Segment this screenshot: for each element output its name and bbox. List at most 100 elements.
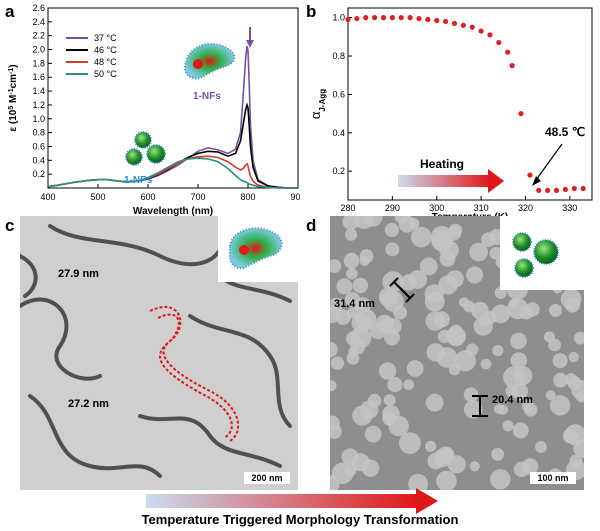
chart-b-xtick-label: 310 bbox=[474, 203, 489, 213]
measure-label-c2: 27.2 nm bbox=[68, 398, 109, 410]
nanoparticle bbox=[552, 353, 568, 369]
nanoparticle bbox=[400, 274, 417, 291]
nanoparticle bbox=[419, 257, 438, 276]
chart-b-point bbox=[451, 20, 458, 26]
chart-b-point bbox=[425, 16, 431, 23]
chart-b-point bbox=[416, 15, 422, 22]
chart-b-point bbox=[553, 187, 560, 193]
nanoparticle bbox=[330, 380, 337, 392]
nanoparticle bbox=[343, 252, 360, 269]
nanoparticle bbox=[439, 251, 456, 267]
nanoparticle bbox=[431, 225, 453, 248]
chart-a-ylabel-part: ) bbox=[8, 64, 19, 67]
nanoparticle bbox=[352, 405, 373, 426]
nanoparticle bbox=[569, 454, 583, 468]
nanoparticle bbox=[491, 304, 511, 324]
chart-b-point bbox=[562, 186, 568, 193]
nanoparticle bbox=[494, 403, 505, 415]
chart-a-ytick-label: 2.6 bbox=[32, 3, 45, 13]
nanoparticle bbox=[549, 395, 571, 416]
chart-b-point bbox=[505, 49, 511, 55]
chart-a-ylabel-part: M bbox=[8, 95, 19, 106]
nanoparticle bbox=[355, 297, 371, 314]
chart-a-ytick-label: 2.0 bbox=[32, 45, 45, 55]
nanoparticle bbox=[447, 329, 465, 346]
scale-bar-d: 100 nm bbox=[530, 472, 576, 484]
nanoparticle bbox=[564, 424, 584, 446]
nanoparticle bbox=[575, 390, 584, 403]
nanoparticle bbox=[489, 247, 503, 260]
chart-b-xtick-label: 320 bbox=[518, 203, 533, 213]
nanoparticle bbox=[384, 222, 399, 238]
nanoparticle bbox=[471, 301, 489, 320]
measure-label-c1: 27.9 nm bbox=[58, 268, 99, 280]
chart-b-point bbox=[363, 15, 369, 21]
nanoparticle bbox=[535, 441, 547, 453]
chart-a-ylabel-part: -1 bbox=[8, 88, 15, 94]
nanoparticle bbox=[345, 228, 358, 241]
chart-b-point bbox=[443, 18, 449, 25]
chart-a-axes: 400 500 600 700 800 900 0.2 0.4 0.6 0.8 1.0 1.2 1.4 1… bbox=[8, 3, 301, 217]
nanoparticle bbox=[352, 277, 369, 294]
transition-arrow-icon bbox=[532, 143, 563, 186]
chart-a-ylabel-part: cm bbox=[8, 74, 19, 89]
nanoparticle bbox=[424, 291, 445, 312]
chart-a-xtick-label: 800 bbox=[240, 192, 255, 202]
chart-b-point bbox=[407, 15, 413, 21]
chart-b-point bbox=[536, 187, 542, 193]
nanoparticle bbox=[454, 350, 476, 372]
chart-b-point bbox=[460, 22, 466, 28]
nanoparticle bbox=[394, 216, 410, 224]
nanoparticle bbox=[490, 469, 511, 490]
nanoparticle bbox=[361, 459, 380, 477]
panel-letter-a: a bbox=[5, 2, 15, 21]
nanoparticle bbox=[330, 356, 345, 370]
nanoparticle bbox=[408, 218, 420, 229]
chart-b-point bbox=[509, 63, 515, 69]
measure-bar bbox=[405, 293, 415, 303]
chart-a-xlabel: Wavelength (nm) bbox=[133, 206, 213, 217]
nanoparticle bbox=[466, 266, 484, 284]
nanoparticle bbox=[568, 351, 579, 363]
nanoparticle bbox=[480, 358, 492, 370]
chart-a-ytick-label: 2.4 bbox=[32, 17, 45, 27]
nanoparticle-illustration bbox=[125, 131, 166, 166]
nanoparticle bbox=[458, 297, 470, 308]
nanoparticle bbox=[491, 447, 505, 461]
nanoparticle bbox=[463, 387, 479, 402]
label-1-nfs: 1-NFs bbox=[193, 91, 221, 102]
nanoparticle bbox=[525, 302, 540, 317]
chart-a-ytick-label: 0.2 bbox=[32, 169, 45, 179]
nanofiber-inset bbox=[218, 216, 298, 282]
chart-b-xtick-label: 290 bbox=[385, 203, 400, 213]
chart-b-point bbox=[527, 172, 533, 178]
nanoparticle bbox=[492, 345, 504, 357]
chart-b-ytick-label: 0.6 bbox=[332, 89, 345, 99]
chart-a-legend-label: 50 °C bbox=[94, 69, 117, 79]
nanoparticle bbox=[481, 232, 496, 248]
nanoparticle bbox=[425, 440, 437, 452]
nanoparticle bbox=[549, 303, 563, 317]
nanoparticle bbox=[378, 362, 397, 380]
chart-b-xtick-label: 280 bbox=[340, 203, 355, 213]
chart-b-xtick-label: 330 bbox=[562, 203, 577, 213]
chart-b-ytick-label: 1.0 bbox=[332, 13, 345, 23]
measure-label-d2: 20.4 nm bbox=[492, 394, 533, 406]
chart-b-point bbox=[398, 15, 404, 21]
nanoparticle bbox=[335, 309, 351, 325]
nanoparticle bbox=[354, 216, 374, 229]
nanoparticle bbox=[387, 377, 403, 393]
chart-a-xtick-label: 900 bbox=[290, 192, 300, 202]
chart-b-ylabel-alpha: α bbox=[308, 111, 323, 119]
nanoparticle bbox=[464, 400, 483, 419]
chart-a-ytick-label: 1.2 bbox=[32, 100, 45, 110]
chart-b-point bbox=[380, 15, 387, 21]
nanoparticle bbox=[330, 475, 340, 490]
transition-temp-label: 48.5 ℃ bbox=[545, 125, 585, 139]
chart-b-ytick-label: 0.2 bbox=[332, 166, 345, 176]
nanoparticle bbox=[447, 455, 466, 474]
chart-b-point bbox=[389, 15, 395, 21]
chart-a-xtick-label: 400 bbox=[40, 192, 55, 202]
nanoparticle bbox=[355, 309, 377, 330]
nanoparticle bbox=[381, 317, 392, 329]
